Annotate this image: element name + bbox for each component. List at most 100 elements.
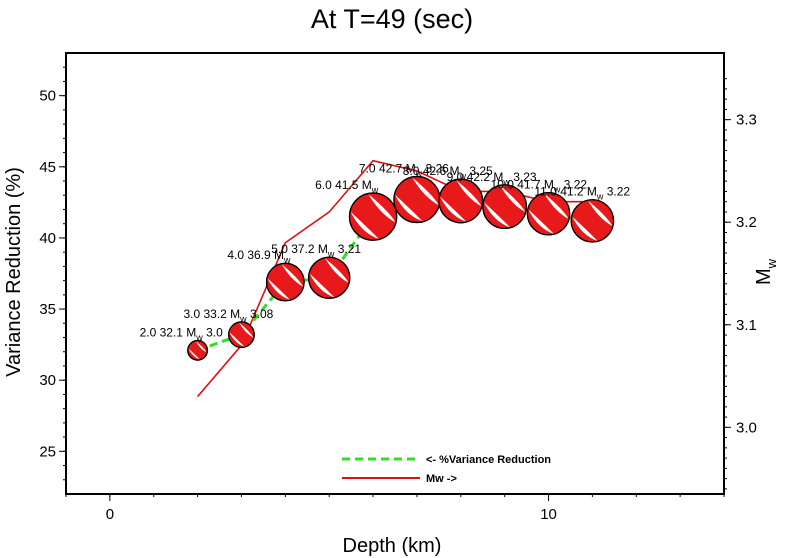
beachball-nodal-lower [309,273,335,298]
series-line-mw [196,159,593,398]
point-label-main: 6.0 41.5 M [315,178,372,192]
beachball-outline [308,256,351,299]
beachball-outline [348,192,398,241]
y-right-tick-label: 3.0 [736,419,757,436]
point-label-main: 8.0 42.6 M [403,164,460,178]
y-axis-label-left: Variance Reduction (%) [3,167,25,377]
beachball [570,199,615,243]
y-left-tick-label: 50 [39,88,56,105]
beachball-nodal-lower [440,196,467,222]
point-label-mw: 3.23 [510,170,537,184]
beachball [348,192,398,241]
point-label: 7.0 42.7 Mw 3.26 [359,162,449,179]
beachball-nodal-upper [325,258,349,283]
point-label: 3.0 33.2 Mw 3.08 [183,307,273,324]
point-label-main: 7.0 42.7 M [359,162,416,176]
beachball-nodal-upper [544,193,569,220]
y-left-tick-label: 35 [39,301,56,318]
svg-text:Mw: Mw [753,258,779,285]
y-left-tick-label: 25 [39,443,56,460]
beachball-nodal-lower [395,194,423,222]
beachball-nodal-lower [188,348,201,360]
point-label-mw: 3.22 [560,178,587,192]
beachball-nodal-lower [483,202,511,228]
point-label: 10.0 41.7 Mw 3.22 [491,178,588,195]
beachball-nodal-lower [572,216,598,242]
beachball-nodal-upper [195,341,207,353]
y-left-tick-label: 40 [39,230,56,247]
beachball-nodal-upper [456,180,482,207]
beachball-outline [438,178,484,224]
point-label: 4.0 36.9 Mw [227,248,291,265]
point-label-main: 11.0 41.2 M [534,185,596,199]
beachball [228,321,255,349]
point-label: 6.0 41.5 Mw [315,178,379,195]
point-label: 9.0 42.2 Mw 3.23 [447,170,537,187]
axis-ticks: 0 10 25 30 35 40 45 50 3.0 3.1 3.2 3.3 [39,66,757,523]
beachball [526,191,571,236]
point-labels: 2.0 32.1 Mw 3.03.0 33.2 Mw 3.084.0 36.9 … [140,162,631,343]
beachball [265,262,305,302]
x-axis-label: Depth (km) [343,535,442,557]
point-label-main: 4.0 36.9 M [227,248,284,262]
y-right-tick-label: 3.2 [736,214,757,231]
y-left-tick-label: 30 [39,372,56,389]
beachball-nodal-upper [500,185,526,213]
point-label-sub: w [459,171,467,181]
point-label-main: 5.0 37.2 M [271,242,328,256]
point-label-main: 2.0 32.1 M [140,326,197,340]
beachball-nodal-upper [588,200,613,227]
point-label-mw: 3.21 [334,242,361,256]
point-label: 8.0 42.6 Mw 3.25 [403,164,493,181]
point-label-mw: 3.25 [466,164,493,178]
legend: <- %Variance Reduction Mw -> [342,454,551,485]
beachball-nodal-lower [350,211,379,240]
x-tick-label: 10 [540,506,557,523]
legend-label-mw: Mw -> [426,473,457,485]
beachball-outline [265,262,305,302]
y-axis-label-right: Mw [753,258,779,285]
beachball [308,256,351,299]
beachball [187,339,209,361]
point-label: 5.0 37.2 Mw 3.21 [271,242,361,259]
y-axis-label-right-main: M [753,268,775,285]
beachball-outline [526,191,571,236]
legend-label-vr: <- %Variance Reduction [426,454,551,466]
beachball-nodal-lower [229,332,245,347]
beachball-nodal-lower [528,209,554,234]
beachball-layer [187,175,615,361]
point-label: 2.0 32.1 Mw 3.0 [140,326,224,343]
point-label-mw: 3.26 [422,162,449,176]
point-label-sub: w [553,185,561,195]
point-label-sub: w [371,185,379,195]
point-label-mw: 3.22 [603,185,630,199]
point-label-main: 3.0 33.2 M [183,307,240,321]
beachball-nodal-upper [368,194,396,223]
point-label-sub: w [596,192,604,202]
point-label-main: 10.0 41.7 M [491,178,554,192]
y-right-tick-label: 3.3 [736,112,757,129]
point-label-sub: w [239,314,247,324]
point-label-mw: 3.08 [247,307,274,321]
beachball-outline [570,199,615,243]
point-label-sub: w [195,333,203,343]
beachball [438,178,484,224]
point-label-sub: w [415,169,423,179]
plot-frame [65,52,725,495]
chart-title: At T=49 (sec) [311,4,473,34]
y-right-tick-label: 3.1 [736,317,757,334]
point-label-mw: 3.0 [203,326,223,340]
y-left-tick-label: 45 [39,159,56,176]
beachball-nodal-upper [281,264,304,287]
y-axis-label-right-sub: w [764,258,779,269]
point-label-sub: w [283,255,291,265]
beachball-nodal-upper [238,322,254,338]
point-label-main: 9.0 42.2 M [447,170,504,184]
beachball-outline [228,321,255,349]
beachball-nodal-lower [267,278,291,300]
beachball-outline [482,184,528,230]
point-label: 11.0 41.2 Mw 3.22 [534,185,630,202]
beachball-outline [187,339,209,361]
beachball-nodal-upper [412,177,439,206]
